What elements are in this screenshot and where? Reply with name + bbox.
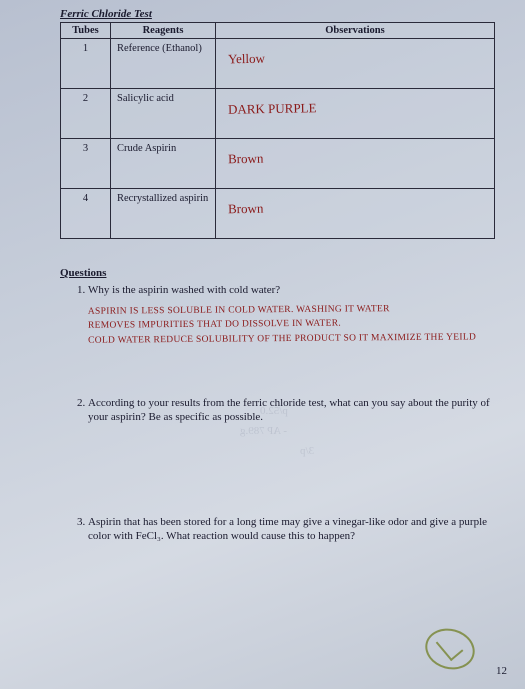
questions-heading: Questions — [60, 267, 495, 279]
table-row: 3 Crude Aspirin Brown — [61, 139, 495, 189]
tube-number: 2 — [61, 89, 111, 139]
header-observations: Observations — [216, 23, 495, 39]
question-item: Why is the aspirin washed with cold wate… — [88, 283, 495, 346]
question-text: Aspirin that has been stored for a long … — [88, 516, 487, 542]
header-reagents: Reagents — [111, 23, 216, 39]
observation-value: Yellow — [228, 51, 265, 68]
page-number: 12 — [496, 665, 507, 677]
observation-value: Brown — [228, 201, 264, 218]
question-item: Aspirin that has been stored for a long … — [88, 515, 495, 544]
section-title: Ferric Chloride Test — [60, 8, 495, 20]
handwritten-answer: ASPIRIN IS LESS SOLUBLE IN COLD WATER. W… — [88, 302, 495, 348]
table-row: 2 Salicylic acid DARK PURPLE — [61, 89, 495, 139]
table-row: 4 Recrystallized aspirin Brown — [61, 189, 495, 239]
observation-cell: DARK PURPLE — [216, 89, 495, 139]
header-tubes: Tubes — [61, 23, 111, 39]
observation-value: Brown — [228, 151, 264, 168]
reagent-name: Reference (Ethanol) — [111, 39, 216, 89]
questions-list: Why is the aspirin washed with cold wate… — [88, 283, 495, 543]
reagent-name: Recrystallized aspirin — [111, 189, 216, 239]
grading-checkmark-icon — [421, 623, 480, 675]
observation-value: DARK PURPLE — [228, 100, 317, 118]
ferric-chloride-table: Tubes Reagents Observations 1 Reference … — [60, 22, 495, 239]
observation-cell: Brown — [216, 139, 495, 189]
question-item: According to your results from the ferri… — [88, 396, 495, 425]
tube-number: 3 — [61, 139, 111, 189]
reagent-name: Crude Aspirin — [111, 139, 216, 189]
tube-number: 1 — [61, 39, 111, 89]
table-row: 1 Reference (Ethanol) Yellow — [61, 39, 495, 89]
observation-cell: Yellow — [216, 39, 495, 89]
question-text: According to your results from the ferri… — [88, 397, 490, 423]
answer-line: COLD WATER REDUCE SOLUBILITY OF THE PROD… — [88, 330, 495, 348]
question-text: Why is the aspirin washed with cold wate… — [88, 284, 280, 296]
reagent-name: Salicylic acid — [111, 89, 216, 139]
observation-cell: Brown — [216, 189, 495, 239]
tube-number: 4 — [61, 189, 111, 239]
